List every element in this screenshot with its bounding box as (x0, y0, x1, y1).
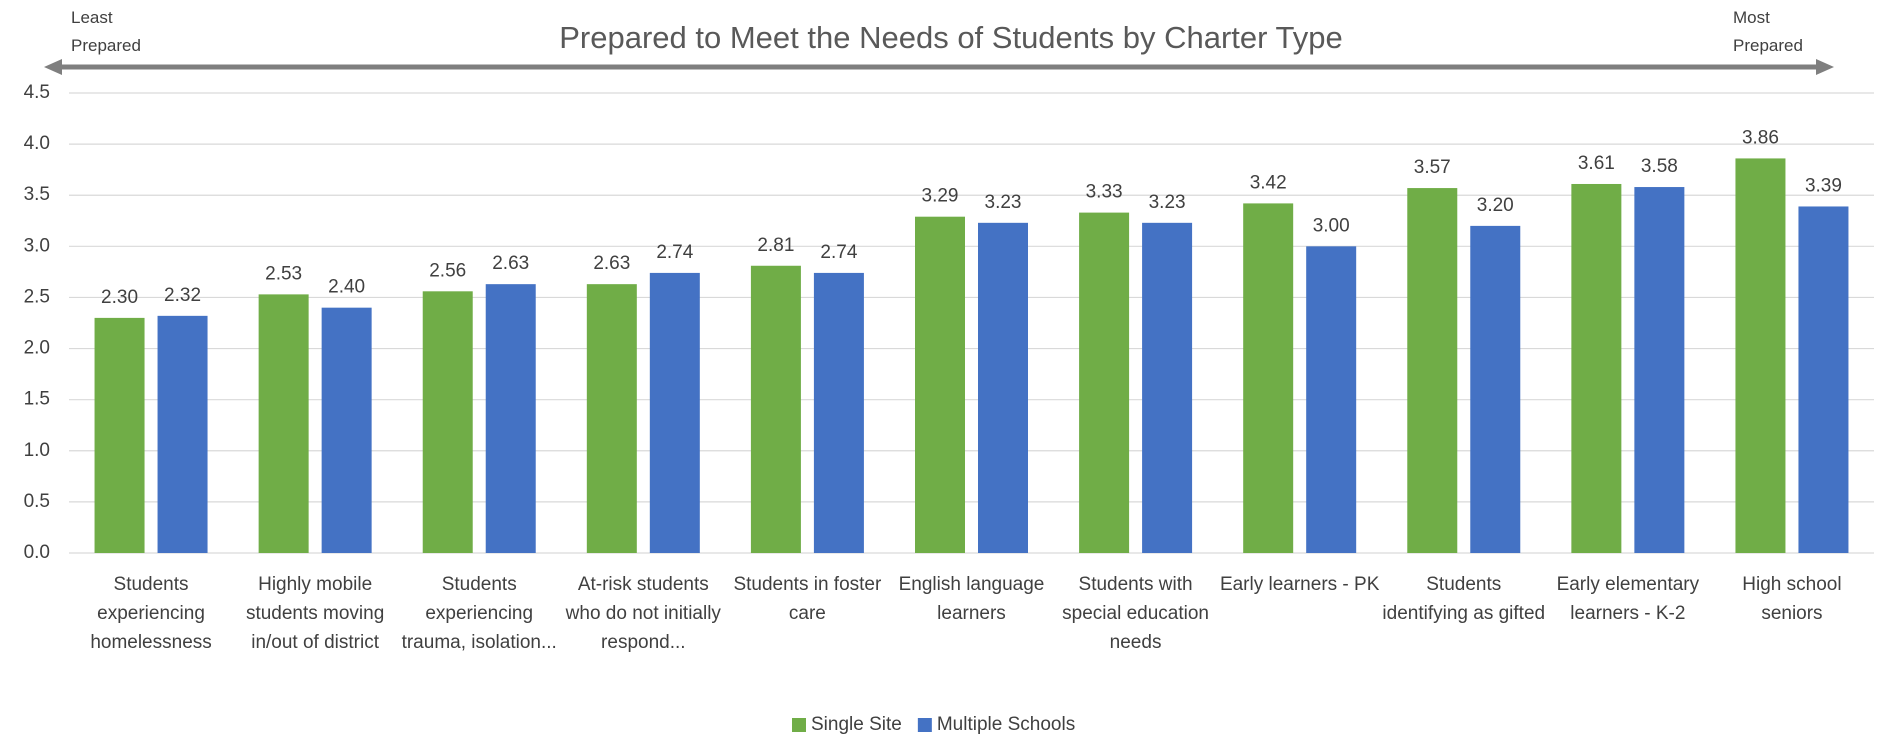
data-label: 2.53 (265, 263, 302, 284)
data-label: 2.30 (101, 287, 138, 308)
bar (649, 272, 700, 553)
data-label: 3.39 (1805, 175, 1842, 196)
data-label: 3.00 (1313, 215, 1350, 236)
x-tick-label: Students in foster care (733, 574, 882, 624)
x-tick-label: Students experiencing homelessness (90, 574, 212, 653)
data-label: 3.29 (922, 186, 959, 207)
y-tick-label: 2.5 (24, 286, 50, 307)
annotation: Most Prepared (1733, 8, 1803, 55)
data-label: 3.23 (1149, 192, 1186, 213)
data-label: 3.42 (1250, 172, 1287, 193)
x-tick-label: English language learners (898, 574, 1045, 624)
data-label: 3.58 (1641, 156, 1678, 177)
data-label: 3.61 (1578, 153, 1615, 174)
bar (1407, 188, 1458, 554)
y-tick-label: 4.5 (24, 82, 50, 103)
data-label: 2.81 (757, 235, 794, 256)
bar (1243, 203, 1294, 553)
bar (94, 317, 145, 553)
data-label: 2.32 (164, 285, 201, 306)
legend-swatch (917, 718, 932, 732)
bar (586, 284, 637, 553)
x-tick-label: High school seniors (1742, 574, 1842, 624)
bar (422, 291, 473, 553)
bar (1470, 225, 1521, 553)
data-label: 2.56 (429, 260, 466, 281)
annotation: Least Prepared (71, 8, 141, 55)
x-tick-label: Students identifying as gifted (1382, 574, 1546, 624)
y-tick-label: 0.0 (24, 542, 50, 563)
data-label: 3.20 (1477, 195, 1514, 216)
data-label: 2.63 (492, 253, 529, 274)
legend-swatch (792, 718, 806, 732)
bar (1634, 187, 1685, 554)
bar (485, 284, 536, 553)
data-label: 2.74 (820, 242, 857, 263)
data-label: 2.63 (593, 253, 630, 274)
bar (813, 272, 864, 553)
data-label: 2.40 (328, 277, 365, 298)
bar (915, 216, 965, 553)
y-tick-label: 3.0 (24, 235, 50, 256)
y-tick-label: 2.0 (24, 338, 50, 359)
data-label: 2.74 (656, 242, 693, 263)
bar (258, 294, 309, 553)
y-tick-label: 0.5 (24, 491, 50, 512)
bar (750, 265, 801, 553)
x-tick-label: Early elementary learners - K-2 (1556, 574, 1700, 624)
bar (1798, 206, 1849, 553)
bar (1079, 212, 1130, 553)
data-label: 3.57 (1414, 157, 1451, 178)
y-tick-label: 1.5 (24, 389, 50, 410)
x-tick-label: At-risk students who do not initially re… (565, 574, 721, 653)
bar (1571, 183, 1622, 553)
x-tick-label: Early learners - PK (1219, 574, 1380, 595)
data-label: 3.33 (1086, 182, 1123, 203)
bar (1142, 222, 1193, 554)
bar (157, 315, 208, 553)
x-tick-label: Students with special education needs (1062, 574, 1209, 653)
direction-arrow (44, 59, 1834, 75)
y-tick-label: 1.0 (24, 440, 50, 461)
bar (1735, 158, 1786, 553)
x-tick-label: Students experiencing trauma, isolation.… (401, 574, 557, 653)
data-label: 3.86 (1742, 127, 1779, 148)
bar (978, 222, 1028, 554)
bar (1306, 246, 1357, 554)
legend-label: Multiple Schools (937, 714, 1075, 735)
data-label: 3.23 (985, 192, 1022, 213)
x-tick-label: Highly mobile students moving in/out of … (245, 574, 385, 653)
legend-label: Single Site (811, 714, 902, 735)
y-tick-label: 4.0 (24, 133, 50, 154)
bar (321, 307, 372, 553)
chart-title: Prepared to Meet the Needs of Students b… (559, 20, 1343, 55)
y-tick-label: 3.5 (24, 184, 50, 205)
